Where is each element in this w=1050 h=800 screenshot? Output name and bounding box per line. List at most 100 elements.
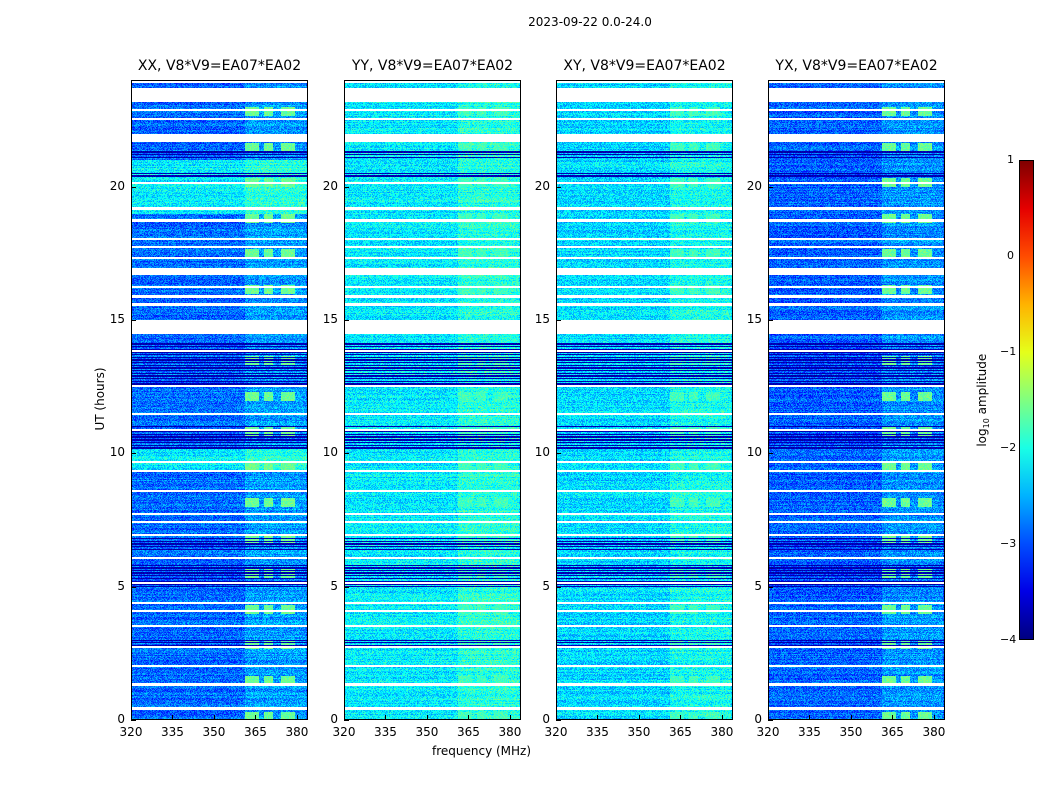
y-tick-label: 5	[542, 578, 550, 593]
y-tick-label: 15	[746, 312, 762, 326]
y-tick-label: 0	[754, 712, 762, 726]
y-tick-label: 0	[330, 712, 338, 726]
y-tick-mark	[131, 586, 136, 588]
axes-frame	[556, 80, 733, 720]
x-tick-label: 350	[839, 725, 863, 739]
y-tick-label: 20	[322, 178, 338, 193]
x-tick-mark	[385, 715, 387, 720]
x-tick-label: 380	[498, 725, 522, 739]
y-tick-label: 20	[534, 178, 550, 193]
x-tick-mark	[850, 715, 852, 720]
panel-title: YY, V8*V9=EA07*EA02	[351, 58, 514, 74]
figure-title: 2023-09-22 0.0-24.0	[528, 15, 652, 29]
y-tick-mark	[344, 320, 349, 321]
y-tick-mark	[556, 320, 561, 321]
y-tick-label: 5	[330, 578, 338, 593]
x-tick-mark	[892, 715, 894, 720]
colorbar-label: log10 amplitude	[974, 353, 992, 447]
x-axis-label: frequency (MHz)	[432, 744, 532, 758]
x-tick-mark	[809, 715, 811, 720]
colorbar-tick-label: 1	[1007, 153, 1014, 166]
x-tick-label: 380	[710, 725, 734, 739]
x-tick-mark	[768, 715, 769, 720]
x-tick-mark	[296, 715, 298, 720]
y-tick-mark	[131, 453, 136, 455]
y-tick-mark	[131, 186, 136, 188]
y-tick-mark	[556, 186, 561, 188]
waterfall-panel-2: YY, V8*V9=EA07*EA02 320 335 350 365 380 0 5 10 15…	[323, 58, 522, 739]
y-tick-label: 10	[322, 445, 338, 460]
x-tick-label: 335	[586, 725, 609, 739]
x-tick-label: 335	[374, 725, 397, 739]
y-tick-mark	[556, 586, 561, 588]
y-tick-label: 15	[109, 312, 125, 326]
x-tick-label: 320	[756, 725, 780, 739]
heatmap-image	[556, 80, 733, 720]
x-tick-mark	[638, 715, 640, 720]
colorbar	[1019, 160, 1034, 640]
x-tick-label: 365	[244, 725, 267, 739]
y-tick-label: 10	[534, 445, 550, 460]
x-tick-mark	[213, 715, 215, 720]
panel-title: XX, V8*V9=EA07*EA02	[137, 58, 302, 74]
y-tick-label: 0	[542, 712, 550, 726]
heatmap-image	[768, 80, 945, 720]
y-tick-label: 5	[117, 578, 125, 593]
y-tick-mark	[768, 186, 773, 188]
x-tick-mark	[344, 715, 345, 720]
colorbar-tick-label: −1	[1000, 345, 1017, 358]
y-tick-mark	[344, 453, 349, 455]
x-tick-mark	[255, 715, 257, 720]
x-tick-label: 350	[627, 725, 651, 739]
x-tick-mark	[172, 715, 174, 720]
y-tick-mark	[556, 720, 561, 721]
waterfall-panel-1: XX, V8*V9=EA07*EA02 320 335 350 365 380 0 5 10 15…	[110, 58, 309, 739]
x-tick-label: 380	[285, 725, 309, 739]
panel-title: XY, V8*V9=EA07*EA02	[563, 58, 726, 74]
heatmap-image	[344, 80, 521, 720]
colorbar-tick-label: −2	[1000, 441, 1017, 454]
y-tick-label: 0	[117, 712, 125, 726]
x-tick-label: 320	[119, 725, 143, 739]
x-tick-label: 350	[202, 725, 226, 739]
x-tick-mark	[509, 715, 511, 720]
axes-frame	[344, 80, 521, 720]
y-tick-label: 5	[754, 578, 762, 593]
x-tick-label: 365	[881, 725, 904, 739]
y-tick-label: 15	[534, 312, 550, 326]
y-tick-mark	[344, 720, 349, 721]
x-tick-mark	[933, 715, 935, 720]
axes-frame	[131, 80, 308, 720]
heatmap-image	[131, 80, 308, 720]
x-tick-label: 350	[415, 725, 439, 739]
waterfall-panel-4: YX, V8*V9=EA07*EA02 320 335 350 365 380 0 5 10 15…	[747, 58, 946, 739]
colorbar-tick-label: 0	[1007, 249, 1014, 262]
y-tick-mark	[131, 720, 136, 721]
x-tick-mark	[468, 715, 470, 720]
x-tick-label: 320	[332, 725, 356, 739]
y-tick-mark	[768, 720, 773, 721]
y-tick-mark	[768, 320, 773, 321]
x-tick-mark	[721, 715, 723, 720]
x-tick-mark	[426, 715, 428, 720]
x-tick-mark	[680, 715, 682, 720]
y-tick-mark	[768, 453, 773, 455]
y-tick-label: 10	[109, 445, 125, 460]
y-tick-mark	[344, 586, 349, 588]
panel-title: YX, V8*V9=EA07*EA02	[775, 58, 938, 74]
y-tick-label: 20	[746, 178, 762, 193]
x-tick-label: 365	[457, 725, 480, 739]
x-tick-mark	[597, 715, 599, 720]
y-axis-label: UT (hours)	[93, 367, 107, 431]
y-tick-mark	[131, 320, 136, 321]
y-tick-label: 10	[746, 445, 762, 460]
waterfall-panel-3: XY, V8*V9=EA07*EA02 320 335 350 365 380 0 5 10 15…	[535, 58, 734, 739]
y-tick-mark	[768, 586, 773, 588]
x-tick-label: 335	[161, 725, 184, 739]
y-tick-mark	[556, 453, 561, 455]
colorbar-tick-label: −3	[1000, 537, 1017, 550]
y-tick-label: 20	[109, 178, 125, 193]
y-tick-mark	[344, 186, 349, 188]
colorbar-tick-label: −4	[1000, 633, 1017, 646]
